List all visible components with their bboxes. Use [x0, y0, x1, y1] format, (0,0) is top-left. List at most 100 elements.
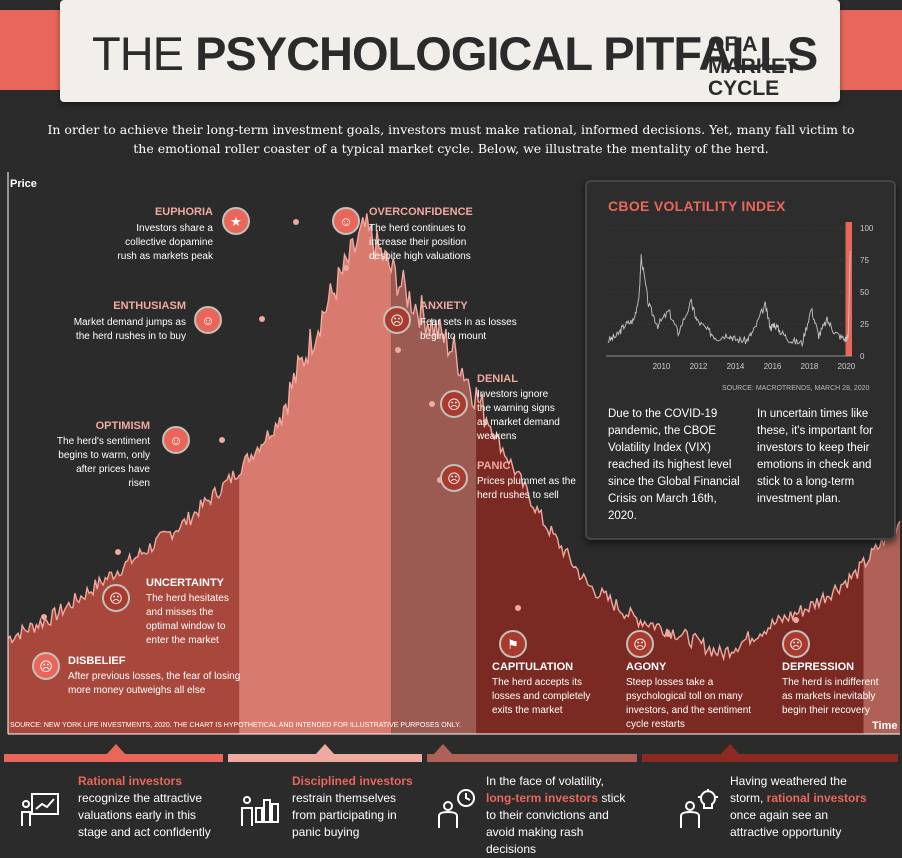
price-line	[7, 213, 901, 662]
stage-marker-11	[793, 617, 799, 623]
vix-title: CBOE VOLATILITY INDEX	[608, 198, 786, 214]
vix-chart: 2010 2012 2014 2016 2018 2020 0 25 50 75 100	[606, 222, 874, 371]
vix-y-tick-label: 25	[860, 320, 869, 329]
vix-ticks: 2010 2012 2014 2016 2018 2020 0 25 50 75 100	[606, 224, 874, 371]
stage-marker-5	[343, 265, 349, 271]
panel-long-term-highlight: long-term investors	[486, 791, 599, 805]
stage-disbelief-desc: After previous losses, the fear of losin…	[68, 671, 241, 696]
stage-capitulation-title: CAPITULATION	[492, 661, 574, 673]
vix-x-tick-label: 2016	[764, 362, 782, 371]
stage-anxiety-desc: Fear sets in as losses begin to mount	[420, 317, 517, 342]
vix-source: SOURCE: MACROTRENDS, MARCH 28, 2020	[722, 385, 870, 392]
vix-covid-highlight	[845, 222, 852, 356]
stage-marker-0	[41, 614, 47, 620]
stage-euphoria-desc: Investors share a collective dopamine ru…	[117, 223, 213, 262]
panel-long-term-text: In the face of volatility, long-term inv…	[486, 773, 636, 858]
clock-person-icon	[436, 788, 478, 837]
stage-panic-title: PANIC	[477, 460, 511, 472]
vix-grid	[606, 227, 852, 357]
vix-line	[607, 250, 851, 348]
panel-rational-highlight: Rational investors	[78, 774, 183, 788]
vix-x-tick-label: 2014	[727, 362, 745, 371]
stage-area-3	[476, 387, 864, 734]
stage-anxiety-title: ANXIETY	[420, 300, 468, 312]
panel-long-term-body: stick to their convictions and avoid mak…	[486, 791, 626, 856]
page-title: THE PSYCHOLOGICAL PITFALLS	[92, 26, 818, 81]
frown-face-icon: ☹	[440, 390, 468, 418]
stage-euphoria-title: EUPHORIA	[154, 206, 213, 218]
stage-capitulation-desc: The herd accepts its losses and complete…	[492, 677, 591, 716]
title-main-text: PSYCHOLOGICAL PITFALLS	[195, 27, 818, 80]
title-banner	[60, 0, 840, 102]
stage-denial-title: DENIAL	[477, 373, 518, 385]
chart-footnote: SOURCE: NEW YORK LIFE INVESTMENTS, 2020.…	[10, 722, 461, 729]
vix-panel	[585, 180, 896, 540]
band-disciplined	[228, 754, 422, 762]
vix-text-left: Due to the COVID-19 pandemic, the CBOE V…	[608, 408, 740, 522]
stage-marker-7	[429, 401, 435, 407]
vix-x-tick-label: 2020	[838, 362, 856, 371]
stage-overconfidence-title: OVERCONFIDENCE	[369, 206, 473, 218]
worried-face-icon: ☹	[102, 584, 130, 612]
panel-rational-text: Rational investors recognize the attract…	[78, 773, 218, 841]
band-long-term	[427, 754, 637, 762]
price-area-layer	[8, 213, 900, 734]
stage-marker-6	[395, 347, 401, 353]
stage-disbelief-title: DISBELIEF	[68, 655, 126, 667]
stage-optimism-desc: The herd's sentiment begins to warm, onl…	[56, 436, 150, 489]
stage-overconfidence-desc: The herd continues to increase their pos…	[369, 223, 471, 262]
stage-area-4	[863, 521, 900, 734]
lightbulb-person-icon	[678, 788, 720, 837]
stage-uncertainty-title: UNCERTAINTY	[146, 577, 225, 589]
stage-marker-3	[259, 316, 265, 322]
stage-area-2	[391, 258, 477, 734]
sad-face-icon: ☹	[782, 630, 810, 658]
stage-denial-desc: Investors ignore the warning signs as ma…	[477, 389, 560, 442]
bar-chart-person-icon	[240, 790, 280, 837]
panel-rational-2-pre: Having weathered the storm,	[730, 774, 847, 805]
panel-rational-2-text: Having weathered the storm, rational inv…	[730, 773, 870, 841]
stage-panic-desc: Prices plummet as the herd rushes to sel…	[477, 476, 576, 501]
anxious-face-icon: ☹	[383, 306, 411, 334]
stage-depression-title: DEPRESSION	[782, 661, 855, 673]
band-pointers	[106, 744, 740, 755]
market-cycle-chart	[7, 172, 901, 737]
sad-face-icon: ☹	[32, 652, 60, 680]
stage-uncertainty-desc: The herd hesitates and misses the optima…	[146, 593, 229, 646]
stage-depression-desc: The herd is indifferent as markets inevi…	[782, 677, 879, 716]
band-rational	[4, 754, 223, 762]
vix-y-tick-label: 100	[860, 224, 874, 233]
grin-face-icon: ☺	[194, 306, 222, 334]
panel-disciplined-highlight: Disciplined investors	[292, 774, 413, 788]
starry-eyes-face-icon: ★	[222, 207, 250, 235]
vix-y-tick-label: 50	[860, 288, 869, 297]
vix-y-tick-label: 75	[860, 256, 869, 265]
title-prefix: THE	[92, 27, 196, 80]
y-axis-label: Price	[10, 178, 37, 190]
panel-disciplined-text: Disciplined investors restrain themselve…	[292, 773, 417, 841]
vix-x-tick-label: 2010	[653, 362, 671, 371]
stage-marker-1	[115, 549, 121, 555]
vix-x-tick-label: 2012	[690, 362, 708, 371]
panel-rational-body: recognize the attractive valuations earl…	[78, 791, 211, 839]
stage-area-1	[239, 213, 392, 734]
panel-rational-2-highlight: rational investors	[766, 791, 867, 805]
vix-y-tick-label: 0	[860, 352, 865, 361]
stage-marker-9	[515, 605, 521, 611]
crying-face-icon: ☹	[626, 630, 654, 658]
panel-rational-2-body: once again see an attractive opportunity	[730, 808, 842, 839]
band-rational-2	[642, 754, 898, 762]
shocked-face-icon: ☹	[440, 464, 468, 492]
presentation-chart-icon	[20, 790, 60, 837]
sunglasses-face-icon: ☺	[332, 207, 360, 235]
stage-enthusiasm-desc: Market demand jumps as the herd rushes i…	[73, 317, 186, 342]
smile-face-icon: ☺	[162, 426, 190, 454]
vix-text-right: In uncertain times like these, it's impo…	[757, 408, 873, 505]
vix-x-tick-label: 2018	[801, 362, 819, 371]
stage-marker-4	[293, 219, 299, 225]
stage-agony-title: AGONY	[626, 661, 667, 673]
stage-marker-2	[219, 437, 225, 443]
stage-agony-desc: Steep losses take a psychological toll o…	[626, 677, 752, 730]
page-subtitle: OF A MARKET CYCLE	[708, 33, 798, 100]
intro-paragraph: In order to achieve their long-term inve…	[47, 122, 855, 156]
